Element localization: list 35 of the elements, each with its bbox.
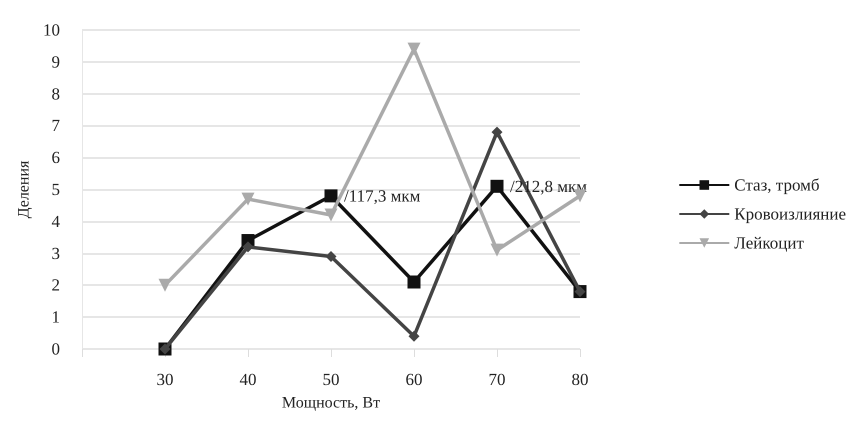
- y-tick-label: 3: [52, 244, 60, 263]
- point: [324, 208, 338, 222]
- point: [408, 330, 420, 342]
- y-tick-label: 6: [52, 148, 60, 168]
- y-tick-label: 1: [52, 308, 60, 327]
- y-tick-label: 2: [52, 276, 60, 295]
- y-tick-label: 5: [52, 180, 60, 199]
- y-tick-label: 9: [52, 52, 60, 72]
- x-tick-label: 70: [488, 370, 506, 389]
- point: [324, 189, 338, 202]
- point: [492, 126, 502, 138]
- y-tick-label: 8: [52, 84, 60, 104]
- y-tick-label: 4: [52, 212, 60, 231]
- point: [158, 278, 172, 292]
- legend-label: Кровоизлияние: [734, 204, 846, 224]
- annotation: /117,3 мкм: [344, 186, 421, 206]
- y-tick-label: 10: [43, 20, 60, 40]
- y-axis-title: Деления: [16, 160, 32, 218]
- point: [408, 42, 420, 56]
- legend-label: Стаз, тромб: [734, 176, 820, 194]
- point: [490, 180, 504, 193]
- x-tick-label: 50: [322, 370, 340, 389]
- point: [326, 250, 336, 262]
- y-tick-label: 7: [52, 116, 60, 136]
- x-tick-label: 30: [156, 370, 174, 389]
- x-tick-label: 60: [406, 370, 422, 389]
- point: [408, 276, 420, 289]
- legend-label: Лейкоцит: [734, 234, 804, 252]
- point: [242, 241, 254, 252]
- x-axis-title: Мощность, Вт: [282, 394, 380, 412]
- x-tick-label: 40: [240, 370, 256, 389]
- point: [242, 192, 254, 206]
- point: [490, 244, 504, 257]
- x-tick-label: 80: [572, 370, 588, 389]
- y-tick-label: 0: [52, 340, 60, 358]
